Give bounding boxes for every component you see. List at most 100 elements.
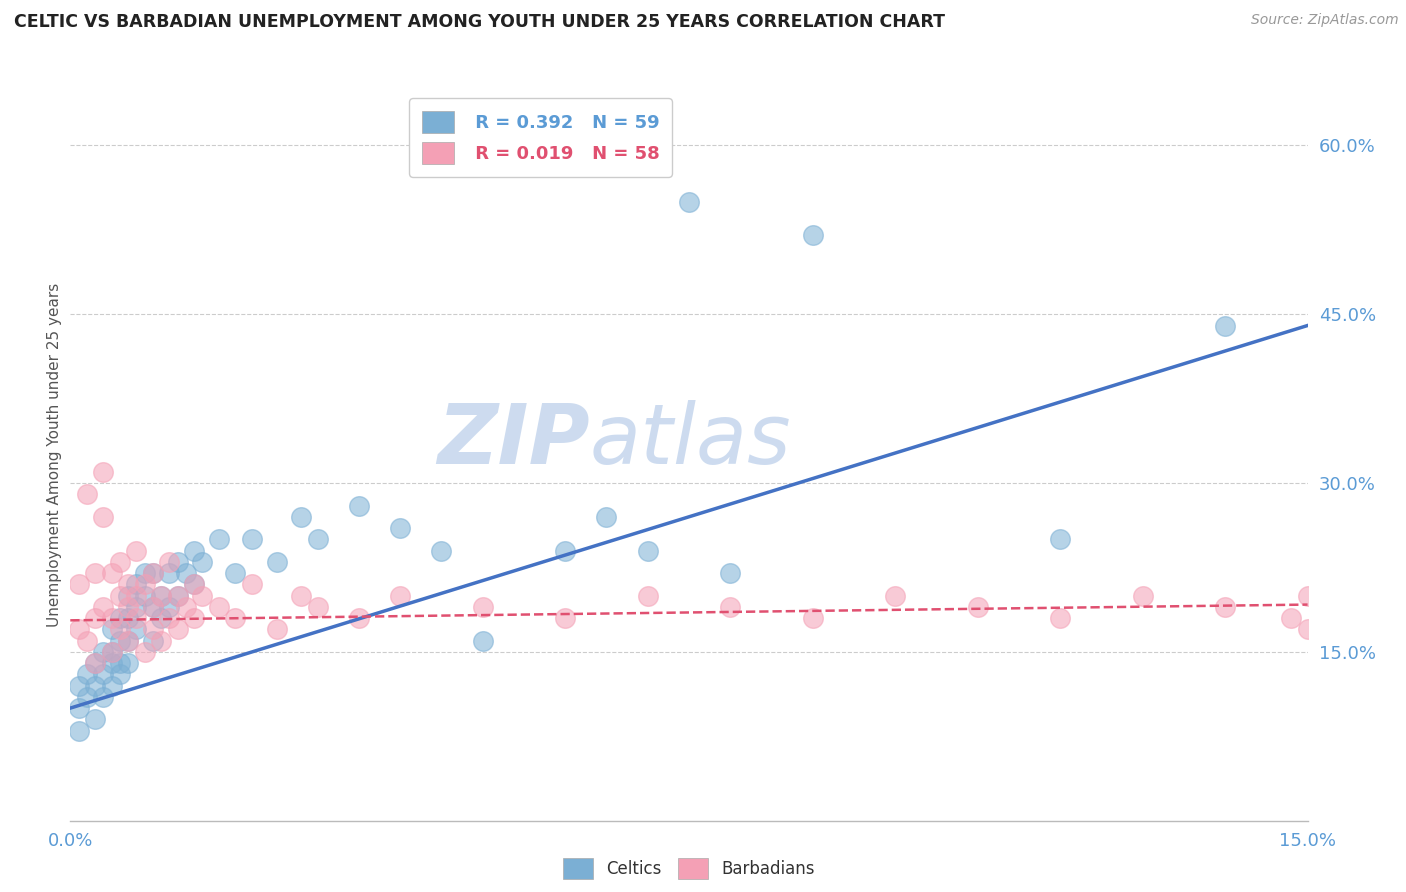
Point — [117, 577, 139, 591]
Point — [108, 611, 131, 625]
Point — [76, 487, 98, 501]
Point — [884, 589, 907, 603]
Point — [150, 633, 173, 648]
Point — [76, 633, 98, 648]
Point — [67, 623, 90, 637]
Point — [84, 656, 107, 670]
Point — [134, 577, 156, 591]
Point — [801, 228, 824, 243]
Point — [347, 611, 370, 625]
Point — [108, 667, 131, 681]
Point — [125, 589, 148, 603]
Point — [166, 555, 188, 569]
Text: CELTIC VS BARBADIAN UNEMPLOYMENT AMONG YOUTH UNDER 25 YEARS CORRELATION CHART: CELTIC VS BARBADIAN UNEMPLOYMENT AMONG Y… — [14, 13, 945, 31]
Point — [347, 499, 370, 513]
Point — [157, 599, 180, 614]
Point — [1279, 611, 1302, 625]
Point — [117, 611, 139, 625]
Point — [191, 555, 214, 569]
Point — [174, 566, 197, 580]
Point — [290, 589, 312, 603]
Point — [134, 566, 156, 580]
Point — [84, 611, 107, 625]
Point — [240, 533, 263, 547]
Point — [100, 656, 122, 670]
Point — [117, 633, 139, 648]
Point — [166, 589, 188, 603]
Point — [125, 577, 148, 591]
Point — [208, 599, 231, 614]
Point — [117, 656, 139, 670]
Text: ZIP: ZIP — [437, 400, 591, 481]
Point — [183, 577, 205, 591]
Point — [224, 611, 246, 625]
Point — [290, 509, 312, 524]
Point — [966, 599, 988, 614]
Point — [595, 509, 617, 524]
Point — [637, 543, 659, 558]
Point — [117, 633, 139, 648]
Point — [100, 566, 122, 580]
Point — [108, 633, 131, 648]
Point — [1296, 623, 1319, 637]
Point — [307, 599, 329, 614]
Point — [100, 611, 122, 625]
Point — [430, 543, 453, 558]
Legend: Celtics, Barbadians: Celtics, Barbadians — [557, 852, 821, 886]
Point — [266, 623, 288, 637]
Point — [125, 611, 148, 625]
Point — [150, 589, 173, 603]
Point — [125, 599, 148, 614]
Point — [174, 599, 197, 614]
Point — [183, 543, 205, 558]
Point — [108, 555, 131, 569]
Point — [389, 589, 412, 603]
Point — [91, 645, 114, 659]
Point — [637, 589, 659, 603]
Point — [108, 656, 131, 670]
Point — [801, 611, 824, 625]
Point — [84, 712, 107, 726]
Point — [125, 543, 148, 558]
Point — [67, 701, 90, 715]
Point — [142, 599, 165, 614]
Point — [554, 543, 576, 558]
Point — [108, 623, 131, 637]
Point — [100, 623, 122, 637]
Point — [718, 599, 741, 614]
Point — [1049, 611, 1071, 625]
Point — [191, 589, 214, 603]
Point — [678, 194, 700, 209]
Point — [91, 599, 114, 614]
Point — [266, 555, 288, 569]
Point — [142, 566, 165, 580]
Text: atlas: atlas — [591, 400, 792, 481]
Point — [76, 690, 98, 704]
Point — [84, 679, 107, 693]
Point — [718, 566, 741, 580]
Point — [142, 623, 165, 637]
Point — [100, 645, 122, 659]
Point — [166, 623, 188, 637]
Point — [150, 589, 173, 603]
Point — [134, 589, 156, 603]
Point — [183, 611, 205, 625]
Point — [224, 566, 246, 580]
Point — [471, 599, 494, 614]
Point — [67, 679, 90, 693]
Point — [389, 521, 412, 535]
Point — [100, 679, 122, 693]
Point — [142, 633, 165, 648]
Point — [471, 633, 494, 648]
Point — [150, 611, 173, 625]
Point — [67, 577, 90, 591]
Point — [307, 533, 329, 547]
Y-axis label: Unemployment Among Youth under 25 years: Unemployment Among Youth under 25 years — [46, 283, 62, 627]
Point — [166, 589, 188, 603]
Point — [84, 656, 107, 670]
Point — [91, 667, 114, 681]
Point — [157, 566, 180, 580]
Point — [117, 599, 139, 614]
Point — [1296, 589, 1319, 603]
Point — [67, 723, 90, 738]
